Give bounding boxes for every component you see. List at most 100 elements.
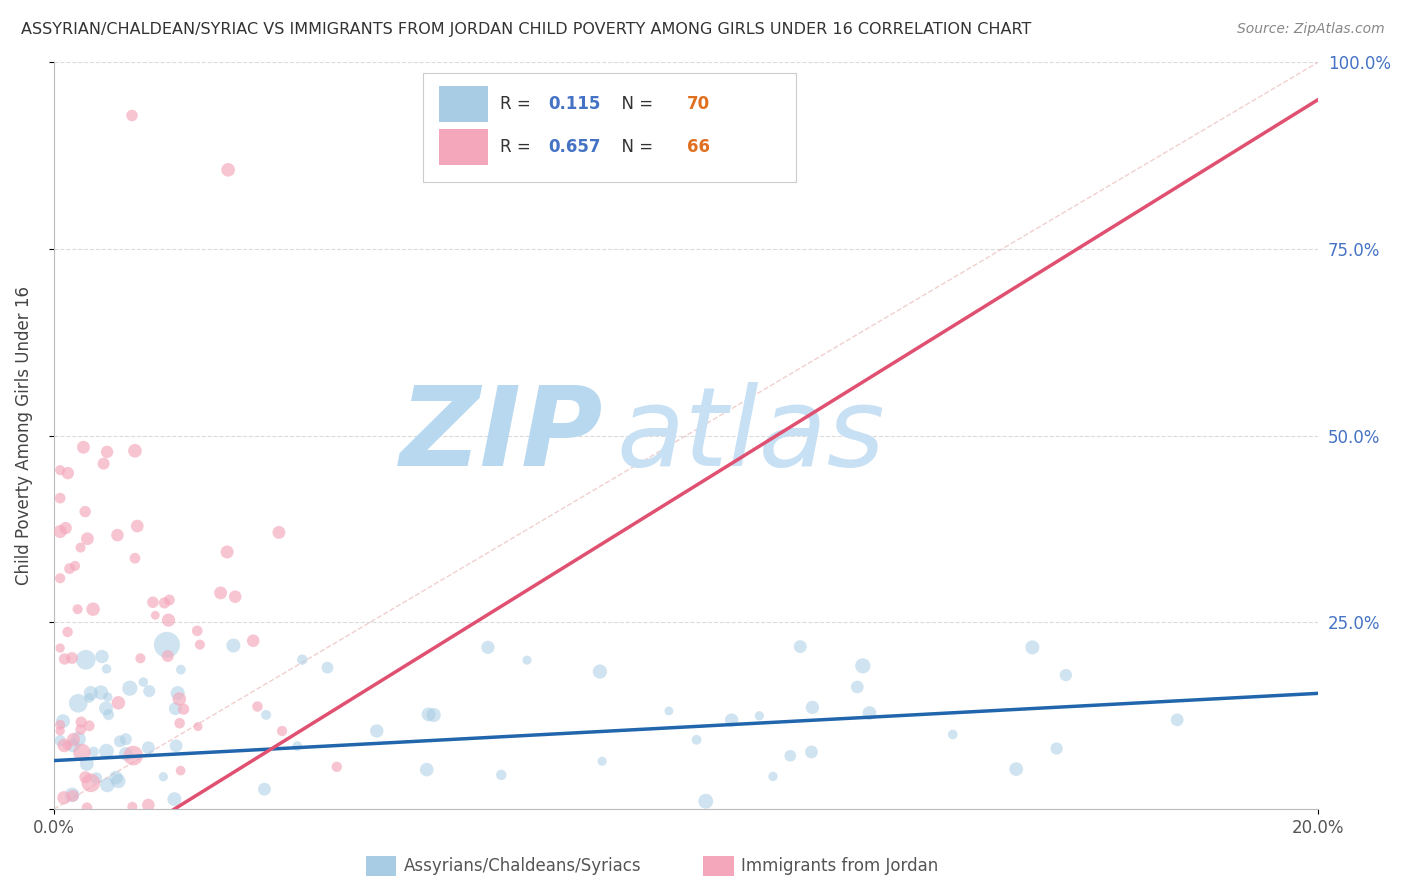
Point [69, 541, 91, 555]
Point [516, 653, 538, 667]
Point [846, 680, 869, 694]
Point [685, 732, 707, 747]
Point [187, 720, 209, 734]
Point [49, 524, 72, 539]
Point [53, 652, 76, 666]
Point [1021, 640, 1043, 655]
Point [166, 686, 188, 700]
Point [76, 800, 98, 814]
Point [69, 723, 91, 737]
Point [62, 739, 84, 753]
Point [60, 788, 83, 802]
Point [366, 723, 388, 738]
Point [127, 519, 149, 533]
Point [49, 718, 72, 732]
FancyBboxPatch shape [440, 86, 488, 122]
Text: R =: R = [501, 95, 536, 113]
Point [165, 701, 187, 715]
Point [79, 690, 101, 705]
Point [90, 685, 112, 699]
Point [114, 732, 136, 747]
Point [858, 706, 880, 720]
Point [97, 707, 120, 722]
Point [800, 745, 823, 759]
Point [75, 770, 97, 784]
Point [138, 740, 160, 755]
Point [1166, 713, 1188, 727]
Point [169, 692, 191, 706]
Y-axis label: Child Poverty Among Girls Under 16: Child Poverty Among Girls Under 16 [15, 286, 32, 585]
Point [49, 571, 72, 585]
Point [157, 613, 180, 627]
Point [801, 700, 824, 714]
Point [779, 748, 801, 763]
Point [169, 716, 191, 731]
Point [165, 739, 187, 753]
Point [121, 799, 143, 814]
Point [107, 774, 129, 789]
Point [62, 732, 84, 747]
Point [75, 653, 97, 667]
Point [67, 696, 90, 710]
Text: ZIP: ZIP [401, 382, 603, 489]
Point [122, 748, 145, 763]
Point [271, 724, 294, 739]
Point [142, 595, 165, 609]
Point [748, 708, 770, 723]
Point [163, 792, 186, 806]
Point [695, 794, 717, 808]
Point [93, 457, 115, 471]
Point [76, 532, 98, 546]
Point [66, 602, 89, 616]
Point [422, 708, 444, 723]
Point [62, 789, 84, 803]
Point [188, 638, 211, 652]
Point [118, 681, 141, 696]
Point [56, 466, 79, 480]
Point [157, 593, 180, 607]
Point [418, 707, 440, 722]
Point [1054, 668, 1077, 682]
Text: N =: N = [612, 95, 659, 113]
Point [58, 561, 80, 575]
Point [96, 744, 118, 758]
Text: 0.657: 0.657 [548, 138, 600, 156]
Point [121, 108, 143, 122]
Point [209, 586, 232, 600]
Point [70, 746, 93, 760]
Point [72, 440, 94, 454]
Point [114, 747, 136, 761]
Point [83, 745, 105, 759]
Point [77, 719, 100, 733]
Point [56, 739, 79, 753]
Point [82, 602, 104, 616]
Point [246, 699, 269, 714]
Text: 66: 66 [688, 138, 710, 156]
Point [136, 797, 159, 812]
Point [291, 653, 314, 667]
Point [52, 790, 75, 805]
Point [86, 771, 108, 785]
Point [49, 723, 72, 738]
Point [156, 638, 179, 652]
Point [253, 782, 276, 797]
Point [762, 769, 785, 783]
Point [76, 756, 98, 771]
Point [1045, 741, 1067, 756]
Point [156, 648, 179, 663]
Point [169, 764, 191, 778]
Point [217, 162, 239, 177]
Text: Source: ZipAtlas.com: Source: ZipAtlas.com [1237, 22, 1385, 37]
Point [170, 663, 193, 677]
Point [96, 662, 118, 676]
Point [108, 734, 131, 748]
Point [1005, 762, 1028, 776]
Point [49, 733, 72, 747]
Point [129, 651, 152, 665]
Point [52, 714, 75, 728]
Point [96, 445, 118, 459]
Point [70, 715, 93, 730]
Point [105, 771, 128, 785]
Point [80, 776, 103, 790]
Text: ASSYRIAN/CHALDEAN/SYRIAC VS IMMIGRANTS FROM JORDAN CHILD POVERTY AMONG GIRLS UND: ASSYRIAN/CHALDEAN/SYRIAC VS IMMIGRANTS F… [21, 22, 1032, 37]
